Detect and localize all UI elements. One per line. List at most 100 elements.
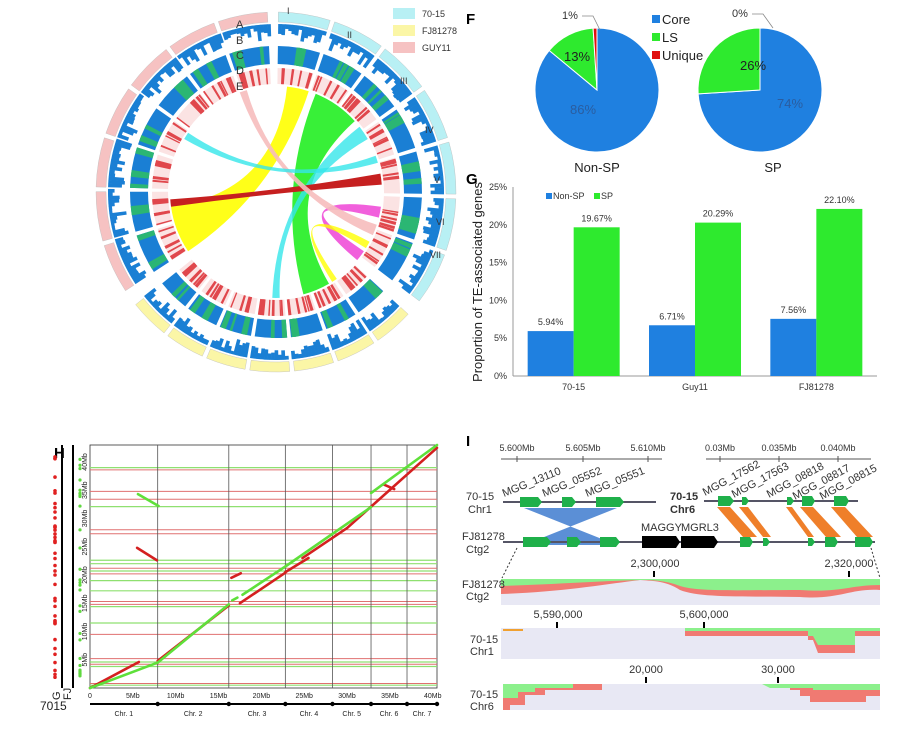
chromosome-ideogram — [278, 11, 331, 31]
density-bar — [434, 152, 441, 158]
density-bar — [263, 349, 269, 360]
density-bar — [426, 237, 438, 244]
density-bar — [331, 337, 340, 349]
te-mark — [195, 95, 208, 110]
te-mark — [382, 172, 399, 177]
chromosome-ideogram — [293, 352, 334, 372]
chromosome-label: I — [287, 6, 290, 16]
density-bar — [389, 304, 397, 312]
density-bar — [347, 332, 356, 342]
density-bar — [307, 345, 313, 357]
te-mark — [363, 253, 379, 265]
gene — [825, 537, 838, 547]
te-mark — [346, 272, 359, 287]
chromosome-marker — [368, 701, 374, 707]
bar-sp-fj81278 — [816, 208, 863, 376]
pie-label-core: 74% — [777, 96, 803, 111]
te-mark — [289, 69, 295, 86]
inversion-ribbon — [524, 508, 617, 545]
density-bar — [291, 24, 297, 35]
coverage-tick-label: 2,320,000 — [825, 558, 874, 570]
te-mark — [209, 283, 220, 298]
scale-tick-label: 5.610Mb — [630, 443, 665, 453]
density-bar — [159, 68, 166, 75]
gene-band-stripe — [206, 61, 220, 80]
te-mark — [313, 292, 322, 309]
density-bar — [425, 216, 442, 224]
te-mark — [349, 269, 363, 283]
dot-g — [53, 551, 57, 556]
gene-band-stripe — [220, 310, 232, 330]
density-bar — [409, 278, 418, 286]
te-mark — [315, 76, 323, 92]
density-bar — [226, 345, 233, 354]
density-bar — [386, 69, 395, 77]
density-bar — [222, 340, 231, 353]
coverage-tick-label: 5,590,000 — [534, 609, 583, 621]
chromosome-ideogram — [436, 198, 457, 251]
gene — [855, 537, 873, 547]
density-bar — [350, 322, 362, 339]
density-bar — [153, 300, 162, 310]
density-bar — [389, 299, 400, 309]
scale-tick-label: 5.605Mb — [565, 443, 600, 453]
gene-mgg-05551 — [596, 497, 624, 507]
dot-fj — [78, 528, 82, 532]
gene-mgg-05552 — [562, 497, 576, 507]
density-bar — [339, 38, 348, 50]
te-mark — [295, 297, 301, 315]
te-mark — [368, 245, 384, 256]
te-mark — [301, 296, 308, 313]
density-bar — [128, 108, 135, 114]
legend-label: GUY11 — [422, 43, 451, 53]
gene-band — [317, 53, 362, 89]
density-bar — [188, 331, 194, 338]
density-bar — [411, 115, 428, 126]
dot-fj — [78, 478, 82, 482]
te-mark — [365, 251, 380, 262]
synteny-chord — [184, 132, 378, 174]
chromosome-marker — [330, 701, 335, 707]
gene-band-stripe — [384, 114, 402, 127]
te-mark — [260, 299, 266, 316]
density-bar — [108, 183, 122, 188]
dot-g — [53, 675, 57, 680]
density-bar — [380, 65, 389, 75]
dot-fj — [78, 668, 82, 672]
chromosome-marker — [283, 701, 288, 707]
dot-fj — [78, 488, 82, 492]
density-bar — [123, 117, 135, 125]
gene-mgg-13110 — [520, 497, 542, 507]
density-bar — [161, 66, 173, 78]
gene-band-stripe — [363, 282, 379, 299]
te-mark — [343, 274, 356, 290]
te-mark — [152, 179, 169, 184]
te-mark — [372, 136, 388, 145]
chromosome-label: Chr. 1 — [114, 711, 133, 718]
chromosome-ideogram — [439, 141, 457, 195]
density-bar — [252, 25, 258, 32]
te-mark — [214, 285, 224, 301]
pie-slice-unique — [592, 27, 598, 91]
te-mark — [160, 231, 177, 240]
density-bar — [433, 165, 443, 171]
density-bar — [182, 325, 190, 334]
gene-band-stripe — [176, 80, 194, 99]
density-bar — [217, 33, 224, 44]
row-label: Chr1 — [468, 504, 492, 516]
density-bar — [107, 188, 115, 193]
te-mark — [170, 248, 186, 260]
density-bar — [176, 319, 186, 330]
te-mark — [153, 210, 170, 216]
scale-tick-label: 0.035Mb — [761, 443, 796, 453]
gene-band-stripe — [131, 209, 150, 215]
dot-fj — [78, 631, 82, 636]
gene-band-stripe — [149, 255, 168, 270]
synteny-diagram: 5.600Mb 5.605Mb 5.610Mb 0.03Mb 0.035Mb 0… — [462, 443, 881, 713]
dot-g — [53, 596, 57, 601]
density-bar — [437, 169, 443, 174]
density-bar — [168, 316, 176, 324]
x-tick-label: Guy11 — [682, 382, 708, 392]
te-mark — [369, 130, 385, 140]
te-mark — [336, 89, 348, 104]
